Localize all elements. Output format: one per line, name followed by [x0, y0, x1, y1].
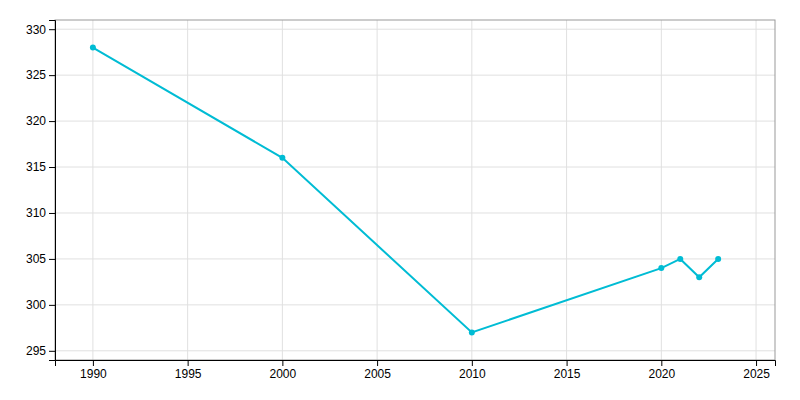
y-axis-tick: 310 [26, 206, 55, 220]
x-axis-tick: 1990 [80, 360, 107, 381]
point [696, 274, 702, 280]
y-axis-domain [49, 21, 56, 361]
y-axis-tick-label: 325 [26, 68, 46, 82]
chart: 1990 1995 2000 2005 2010 2015 2020 2025 295 300 30… [0, 0, 800, 400]
x-axis-tick: 2005 [364, 360, 391, 381]
grid-line-x [187, 20, 188, 360]
x-axis-tick-label: 1990 [80, 367, 107, 381]
grid-line-x [377, 20, 378, 360]
y-axis-tick: 295 [26, 344, 55, 358]
x-axis-tick: 2020 [648, 360, 675, 381]
x-axis-tick: 1995 [175, 360, 202, 381]
grid-line-y [55, 167, 775, 168]
y-axis-tick-mark [49, 305, 55, 306]
x-axis-tick-mark [661, 360, 662, 366]
y-axis-tick: 330 [26, 23, 55, 37]
y-axis-tick: 320 [26, 114, 55, 128]
grid-line-x [661, 20, 662, 360]
y-axis-tick: 305 [26, 252, 55, 266]
marks [90, 45, 721, 336]
point [677, 256, 683, 262]
y-axis-tick-label: 300 [26, 298, 46, 312]
grid-line-x [282, 20, 283, 360]
y-axis-tick: 300 [26, 298, 55, 312]
y-axis-tick-label: 305 [26, 252, 46, 266]
point [90, 45, 96, 51]
grid-line-x [566, 20, 567, 360]
x-axis-tick-label: 2000 [270, 367, 297, 381]
point [715, 256, 721, 262]
y-axis-tick-mark [49, 259, 55, 260]
x-axis-tick-mark [188, 360, 189, 366]
point [658, 265, 664, 271]
grid-line-x [756, 20, 757, 360]
grid-line-y [55, 121, 775, 122]
y-axis-tick-label: 320 [26, 114, 46, 128]
y-axis-tick-mark [49, 213, 55, 214]
x-axis-tick-label: 2020 [648, 367, 675, 381]
line [93, 48, 718, 333]
x-axis-tick-mark [567, 360, 568, 366]
plot-frame [55, 20, 775, 360]
y-axis-tick-mark [49, 75, 55, 76]
grid [55, 20, 775, 360]
grid-line-y [55, 350, 775, 351]
x-axis-tick: 2000 [270, 360, 297, 381]
x-axis: 1990 1995 2000 2005 2010 2015 2020 2025 [56, 360, 776, 381]
grid-line-y [55, 304, 775, 305]
y-axis-tick-mark [49, 167, 55, 168]
grid-line-y [55, 29, 775, 30]
x-axis-tick: 2015 [554, 360, 581, 381]
y-axis-tick-mark [49, 29, 55, 30]
grid-line-x [471, 20, 472, 360]
grid-line-x [92, 20, 93, 360]
x-axis-tick-mark [282, 360, 283, 366]
x-axis-tick-mark [472, 360, 473, 366]
x-axis-tick-mark [377, 360, 378, 366]
y-axis-tick-label: 330 [26, 23, 46, 37]
y-axis-tick-label: 310 [26, 206, 46, 220]
x-axis-tick-label: 2005 [364, 367, 391, 381]
y-axis: 295 300 305 310 315 320 325 330 [26, 21, 56, 361]
point [279, 155, 285, 161]
x-axis-tick: 2010 [459, 360, 486, 381]
x-axis-tick-mark [93, 360, 94, 366]
x-axis-tick: 2025 [743, 360, 770, 381]
y-axis-tick: 325 [26, 68, 55, 82]
plot: 1990 1995 2000 2005 2010 2015 2020 2025 295 300 30… [26, 20, 776, 381]
grid-line-y [55, 212, 775, 213]
x-axis-tick-label: 1995 [175, 367, 202, 381]
y-axis-tick-mark [49, 351, 55, 352]
y-axis-tick: 315 [26, 160, 55, 174]
x-axis-tick-label: 2010 [459, 367, 486, 381]
x-axis-domain [56, 361, 776, 367]
y-axis-tick-label: 315 [26, 160, 46, 174]
y-axis-tick-mark [49, 121, 55, 122]
grid-line-y [55, 75, 775, 76]
point [469, 329, 475, 335]
y-axis-tick-label: 295 [26, 344, 46, 358]
x-axis-tick-label: 2015 [554, 367, 581, 381]
grid-line-y [55, 258, 775, 259]
x-axis-tick-label: 2025 [743, 367, 770, 381]
x-axis-tick-mark [756, 360, 757, 366]
